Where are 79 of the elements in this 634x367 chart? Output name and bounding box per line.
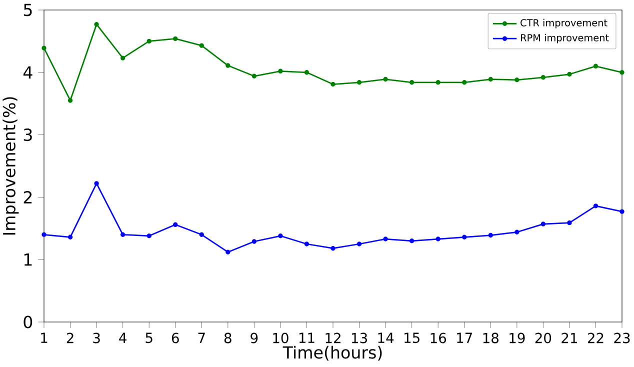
y-tick-label: 2 <box>24 191 32 204</box>
point <box>409 80 414 85</box>
point <box>226 250 230 254</box>
point <box>68 234 73 240</box>
point <box>514 78 520 82</box>
x-tick-label: 1 <box>41 332 48 343</box>
point <box>173 222 178 228</box>
point <box>226 63 230 68</box>
point <box>199 43 204 48</box>
point <box>567 220 572 226</box>
point <box>540 75 546 80</box>
x-tick-label: 2 <box>66 332 74 344</box>
point <box>68 98 73 103</box>
point <box>120 232 126 237</box>
x-tick-label: 14 <box>378 332 394 343</box>
point <box>356 80 362 85</box>
point <box>120 56 126 60</box>
x-tick-label: 6 <box>172 332 179 344</box>
point <box>409 238 414 244</box>
x-tick-label: 19 <box>510 332 525 344</box>
x-tick-label: 3 <box>93 332 100 344</box>
point <box>94 22 99 27</box>
x-tick-label: 7 <box>198 332 205 343</box>
x-axis-title: Time(hours) <box>282 346 382 361</box>
point <box>146 234 152 238</box>
point <box>436 236 440 242</box>
x-tick-label: 11 <box>299 332 314 343</box>
y-tick-label: 0 <box>24 316 32 328</box>
x-tick-label: 8 <box>224 332 232 344</box>
x-tick-label: 4 <box>119 332 126 343</box>
x-tick-label: 13 <box>352 332 367 344</box>
point <box>462 80 467 85</box>
point <box>252 239 257 244</box>
point <box>304 242 310 246</box>
x-tick-label: 10 <box>273 332 288 344</box>
point <box>462 234 467 240</box>
legend-label: CTR improvement <box>520 18 608 28</box>
point <box>94 181 99 186</box>
point <box>514 230 520 234</box>
y-tick-label: 1 <box>24 254 32 266</box>
point <box>383 76 388 82</box>
y-tick-label: 5 <box>24 4 32 16</box>
point <box>42 232 46 237</box>
point <box>278 234 283 238</box>
y-axis-title: Improvement(%) <box>2 97 19 235</box>
x-tick-label: 22 <box>588 332 604 344</box>
legend-label: RPM improvement <box>520 34 609 44</box>
x-tick-label: 23 <box>614 332 630 344</box>
y-tick-label: 4 <box>23 66 32 78</box>
point <box>620 70 624 75</box>
x-tick-label: 17 <box>457 332 472 343</box>
point <box>173 36 178 42</box>
point <box>593 204 598 208</box>
point <box>304 70 310 75</box>
point <box>199 232 204 237</box>
x-tick-label: 20 <box>535 332 552 344</box>
x-tick-label: 21 <box>562 332 577 344</box>
y-tick-label: 3 <box>24 128 32 142</box>
x-tick-label: 15 <box>404 332 420 344</box>
point <box>540 222 546 226</box>
point <box>488 232 493 238</box>
point <box>42 46 46 50</box>
point <box>567 72 572 77</box>
point <box>436 80 440 85</box>
point <box>146 38 152 44</box>
point <box>278 68 283 74</box>
x-tick-label: 5 <box>146 332 152 344</box>
x-tick-label: 18 <box>483 332 498 344</box>
x-tick-label: 9 <box>250 332 258 344</box>
point <box>620 209 624 214</box>
x-tick-label: 12 <box>326 332 340 344</box>
point <box>330 246 336 251</box>
point <box>252 74 257 78</box>
point <box>330 82 336 87</box>
x-tick-label: 16 <box>430 332 446 344</box>
point <box>593 64 598 69</box>
point <box>356 242 362 246</box>
point <box>383 236 388 242</box>
point <box>488 76 493 82</box>
